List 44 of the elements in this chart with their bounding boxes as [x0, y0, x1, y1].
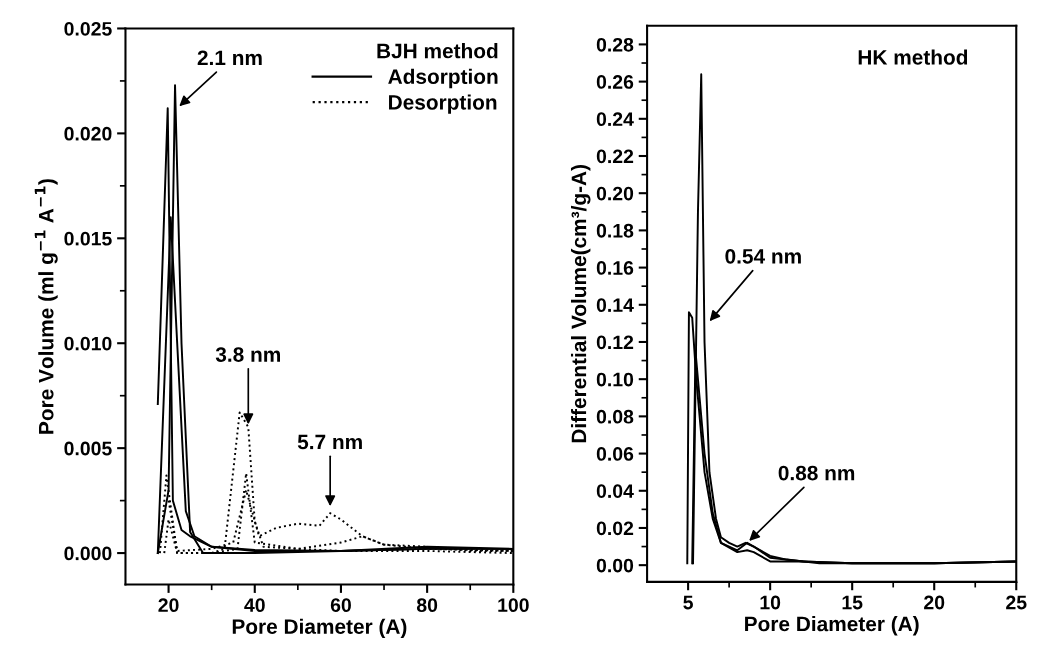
y-axis-title: Differential Volume(cm³/g-A) — [570, 165, 591, 443]
y-tick-label: 0.14 — [596, 298, 634, 313]
y-tick-label: 0.22 — [596, 149, 634, 164]
x-axis-title: Pore Diameter (A) — [745, 616, 919, 636]
y-tick-label: 0.04 — [596, 484, 634, 498]
y-tick-label: 0.02 — [596, 521, 634, 536]
annotation: 0.88 nm — [778, 465, 855, 481]
y-tick-label: 0.18 — [596, 223, 634, 238]
annotation: 2.1 nm — [197, 50, 262, 65]
y-tick-label: 0.28 — [596, 37, 634, 52]
y-tick-label: 0.00 — [596, 558, 634, 573]
annotation: 5.7 nm — [297, 434, 362, 450]
x-tick-label: 25 — [1006, 595, 1027, 610]
y-tick-label: 0.16 — [596, 261, 634, 275]
annotation: HK method — [858, 49, 968, 65]
x-tick-label: 15 — [842, 595, 863, 610]
x-tick-label: 40 — [244, 598, 265, 613]
legend-title: BJH method — [377, 43, 498, 59]
x-tick-label: 20 — [158, 598, 179, 613]
y-tick-label: 0.010 — [64, 336, 112, 351]
y-tick-label: 0.025 — [64, 21, 112, 36]
annotation: 3.8 nm — [215, 347, 280, 362]
y-axis-title: Pore Volume (ml g$^{−1}$ A$^{−1}$) — [34, 179, 58, 434]
x-tick-label: 10 — [760, 595, 781, 610]
x-tick-label: 5 — [683, 595, 693, 610]
y-tick-label: 0.20 — [596, 186, 634, 201]
y-tick-label: 0.26 — [596, 75, 634, 89]
y-tick-label: 0.06 — [596, 447, 634, 461]
y-tick-label: 0.015 — [64, 231, 112, 246]
y-tick-label: 0.000 — [64, 546, 112, 561]
x-tick-label: 80 — [416, 598, 438, 613]
annotation: 0.54 nm — [725, 248, 801, 264]
y-tick-label: 0.08 — [596, 409, 634, 424]
y-tick-label: 0.12 — [596, 335, 634, 350]
y-tick-label: 0.020 — [64, 126, 112, 141]
y-tick-label: 0.24 — [596, 112, 634, 127]
y-tick-label: 0.10 — [596, 372, 634, 387]
y-tick-label: 0.005 — [64, 441, 112, 456]
legend-label: Adsorption — [388, 68, 498, 89]
x-tick-label: 60 — [330, 598, 351, 613]
legend-label: Desorption — [389, 94, 497, 114]
x-tick-label: 100 — [498, 598, 529, 613]
x-tick-label: 20 — [924, 595, 945, 610]
x-axis-title: Pore Diameter (A) — [232, 618, 407, 639]
